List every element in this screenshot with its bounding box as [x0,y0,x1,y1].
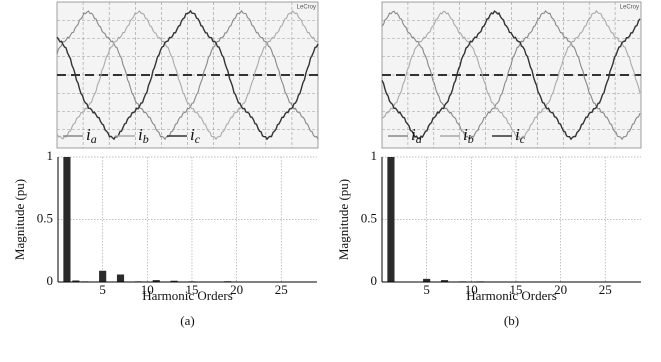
panel-caption: (a) [180,313,194,328]
y-tick-label: 1 [371,148,378,163]
legend-subscript: b [143,132,149,146]
legend-subscript: c [195,132,201,146]
scope-badge: LeCroy [297,5,316,11]
y-axis-label: Magnitude (pu) [12,179,27,260]
scope-badge: LeCroy [620,5,639,11]
x-tick-label: 25 [275,282,288,297]
legend-subscript: b [468,132,474,146]
legend-subscript: c [520,132,526,146]
x-axis-label: Harmonic Orders [466,288,557,303]
bar [387,157,394,282]
legend-subscript: a [416,132,422,146]
x-tick-label: 5 [99,282,106,297]
y-tick-label: 0 [371,273,378,288]
y-tick-label: 0.5 [361,210,377,225]
bar [117,275,124,283]
panel-caption: (b) [504,313,519,328]
bar [99,271,106,282]
x-tick-label: 5 [423,282,430,297]
legend-subscript: a [91,132,97,146]
y-axis-label: Magnitude (pu) [336,179,351,260]
y-tick-label: 1 [47,148,54,163]
x-axis-label: Harmonic Orders [142,288,233,303]
y-tick-label: 0.5 [37,210,53,225]
x-tick-label: 25 [599,282,612,297]
figure: LeCroyiaibic(a)LeCroyiaibic(b)5101520250… [0,0,661,362]
y-tick-label: 0 [47,273,54,288]
bar [63,157,70,282]
